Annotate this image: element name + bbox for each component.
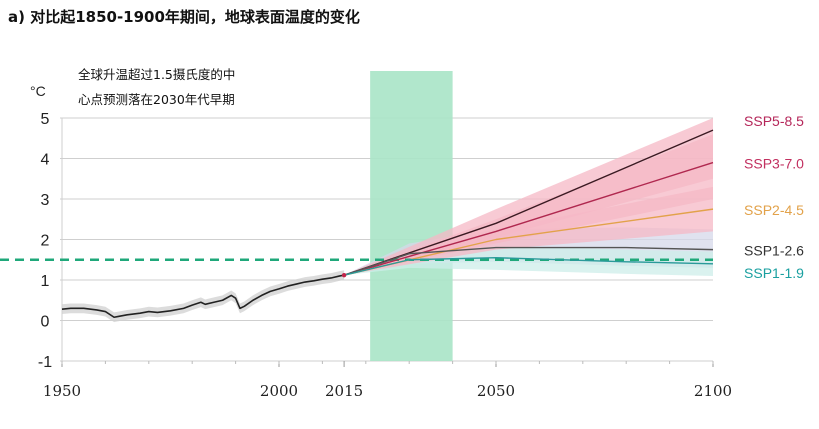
x-tick-label: 2050	[477, 382, 515, 400]
y-tick-label: 0	[41, 314, 50, 331]
plot-area: 5 4 3 2 1 0 -1 1950 2000 2015 2050 2100 SSP5-8.5 SSP3…	[0, 71, 804, 400]
y-axis-unit: °C	[30, 83, 46, 99]
chart-title: a) 对比起1850-1900年期间，地球表面温度的变化	[8, 8, 360, 26]
series-label: SSP1-1.9	[744, 265, 804, 281]
x-tick-label: 2015	[325, 382, 363, 400]
historical-line	[61, 274, 345, 319]
series-start-point	[341, 272, 347, 278]
historical-band	[62, 270, 345, 323]
series-line-ssp1-2-6	[343, 246, 714, 276]
x-tick-label: 2000	[260, 382, 298, 400]
y-tick-label: 4	[41, 152, 50, 169]
y-tick-label: 5	[41, 111, 50, 128]
x-tick-label: 2100	[694, 382, 732, 400]
y-tick-label: -1	[38, 354, 52, 371]
y-tick-label: 1	[41, 273, 50, 290]
x-tick-label: 1950	[43, 382, 81, 400]
band-ssp5-8-5	[344, 118, 713, 276]
highlight-period-band	[370, 71, 453, 361]
series-label: SSP1-2.6	[744, 243, 804, 259]
annotation-line-1: 全球升温超过1.5摄氏度的中	[78, 67, 235, 82]
series-line-ssp1-1-9	[343, 257, 714, 276]
series-label: SSP2-4.5	[744, 202, 804, 218]
annotation-line-2: 心点预测落在2030年代早期	[78, 92, 235, 107]
series-label: SSP5-8.5	[744, 113, 804, 129]
series-line-ssp3-7-0	[343, 161, 714, 276]
series-label: SSP3-7.0	[744, 156, 804, 172]
y-tick-label: 3	[41, 192, 50, 209]
y-tick-label: 2	[41, 233, 50, 250]
